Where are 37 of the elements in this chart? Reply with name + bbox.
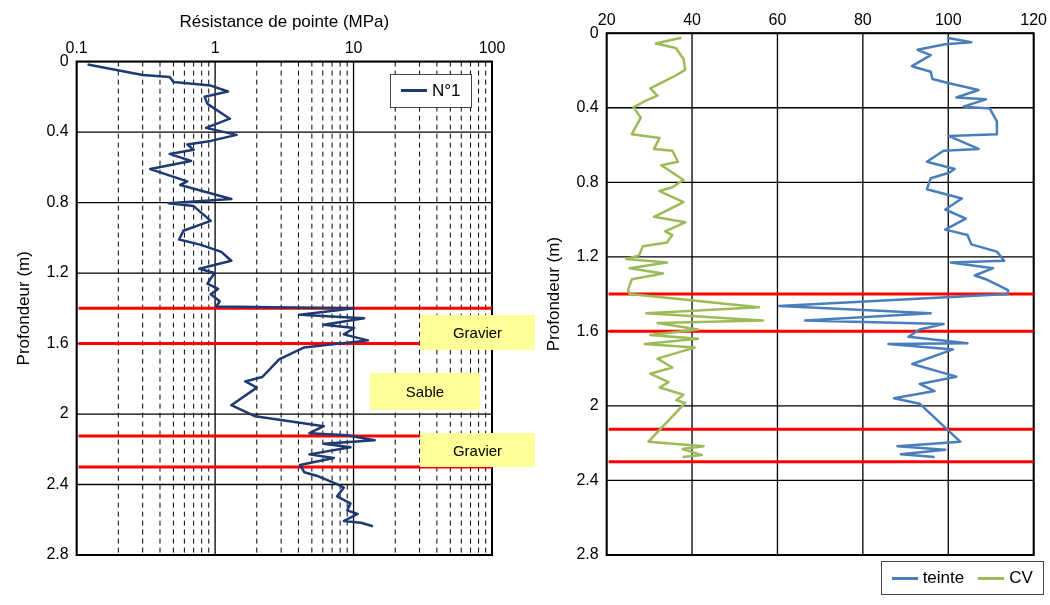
annotation: Gravier: [452, 441, 503, 459]
x-tick-label: 10: [344, 39, 363, 57]
x-tick-label: 20: [597, 11, 616, 29]
y-tick-label: 1.2: [576, 247, 599, 265]
y-tick-label: 0.8: [46, 192, 69, 210]
y-tick-label: 2: [59, 404, 69, 422]
label-box: Sable: [370, 373, 480, 410]
y-tick-label: 2.8: [46, 545, 69, 563]
annotation: Sable: [405, 383, 445, 400]
x-tick-label: 60: [768, 11, 787, 29]
y-tick-label: 0: [589, 23, 599, 41]
x-tick-label: 40: [683, 11, 702, 29]
legend-label: teinte: [922, 568, 965, 588]
y-tick-label: 2.4: [576, 470, 599, 488]
annotation: Gravier: [452, 324, 503, 341]
y-tick-label: 0: [59, 52, 69, 70]
y-axis-title: Profondeur (m): [543, 236, 563, 352]
y-tick-label: 1.6: [46, 333, 69, 351]
y-tick-label: 2: [589, 396, 599, 414]
label-box: Gravier: [420, 315, 535, 350]
y-tick-label: 0.8: [576, 172, 599, 190]
x-tick-label: 80: [853, 11, 872, 29]
y-tick-label: 2.8: [576, 545, 599, 563]
y-axis-title: Profondeur (m): [13, 251, 33, 366]
y-tick-label: 2.4: [46, 474, 69, 492]
x-tick-label: 120: [1020, 11, 1048, 29]
y-tick-label: 1.2: [46, 263, 69, 281]
x-tick-label: 100: [934, 11, 962, 29]
y-tick-label: 0.4: [576, 98, 599, 116]
x-tick-label: 100: [478, 39, 506, 57]
y-tick-label: 1.6: [576, 321, 599, 339]
label-box: Gravier: [420, 433, 535, 467]
x-axis-title: Résistance de pointe (MPa): [179, 11, 390, 31]
legend-label: CV: [1009, 568, 1033, 588]
x-tick-label: 1: [210, 39, 220, 57]
legend-label: N°1: [432, 80, 461, 101]
y-tick-label: 0.4: [46, 122, 69, 140]
